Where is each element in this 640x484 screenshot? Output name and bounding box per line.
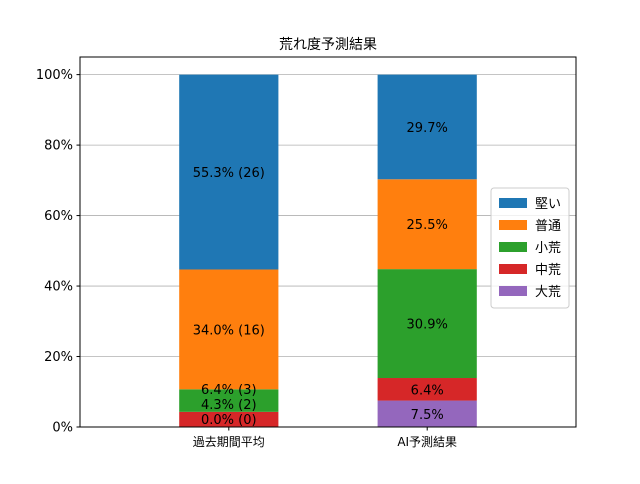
data-label: 29.7%	[407, 121, 448, 136]
legend	[490, 187, 570, 309]
bar-segment	[377, 378, 477, 401]
plot-frame	[79, 56, 577, 428]
y-tick-label: 20%	[44, 350, 73, 365]
y-tick-label: 100%	[36, 68, 73, 83]
bar-segment	[377, 400, 477, 427]
data-label: 55.3% (26)	[193, 166, 265, 181]
data-label: 6.4% (3)	[201, 383, 257, 398]
data-label: 0.0% (0)	[201, 413, 257, 428]
legend-swatch	[499, 242, 527, 252]
data-label: 6.4%	[411, 383, 444, 398]
x-tick-label: AI予測結果	[397, 435, 457, 449]
legend-swatch	[499, 264, 527, 274]
data-label: 34.0% (16)	[193, 323, 265, 338]
data-label: 7.5%	[411, 408, 444, 423]
bar-segment	[179, 389, 279, 412]
chart-title: 荒れ度予測結果	[279, 37, 377, 53]
bar-segment	[179, 269, 279, 390]
y-tick-label: 80%	[44, 139, 73, 154]
data-label: 4.3% (2)	[201, 398, 257, 413]
data-label: 25.5%	[407, 218, 448, 233]
legend-label: 普通	[535, 219, 561, 234]
bar-segment	[179, 411, 279, 427]
x-tick-label: 過去期間平均	[193, 435, 265, 449]
legend-label: 小荒	[535, 241, 561, 256]
legend-swatch	[499, 286, 527, 296]
legend-swatch	[499, 220, 527, 230]
y-tick-label: 60%	[44, 209, 73, 224]
y-tick-label: 0%	[52, 421, 73, 436]
y-tick-label: 40%	[44, 280, 73, 295]
legend-label: 中荒	[535, 263, 561, 278]
bar-segment	[377, 74, 477, 180]
data-label: 30.9%	[407, 318, 448, 333]
bar-segment	[179, 74, 279, 270]
legend-label: 堅い	[535, 197, 561, 212]
bar-segment	[377, 269, 477, 379]
legend-label: 大荒	[535, 285, 561, 300]
bar-segment	[377, 179, 477, 270]
legend-swatch	[499, 198, 527, 208]
